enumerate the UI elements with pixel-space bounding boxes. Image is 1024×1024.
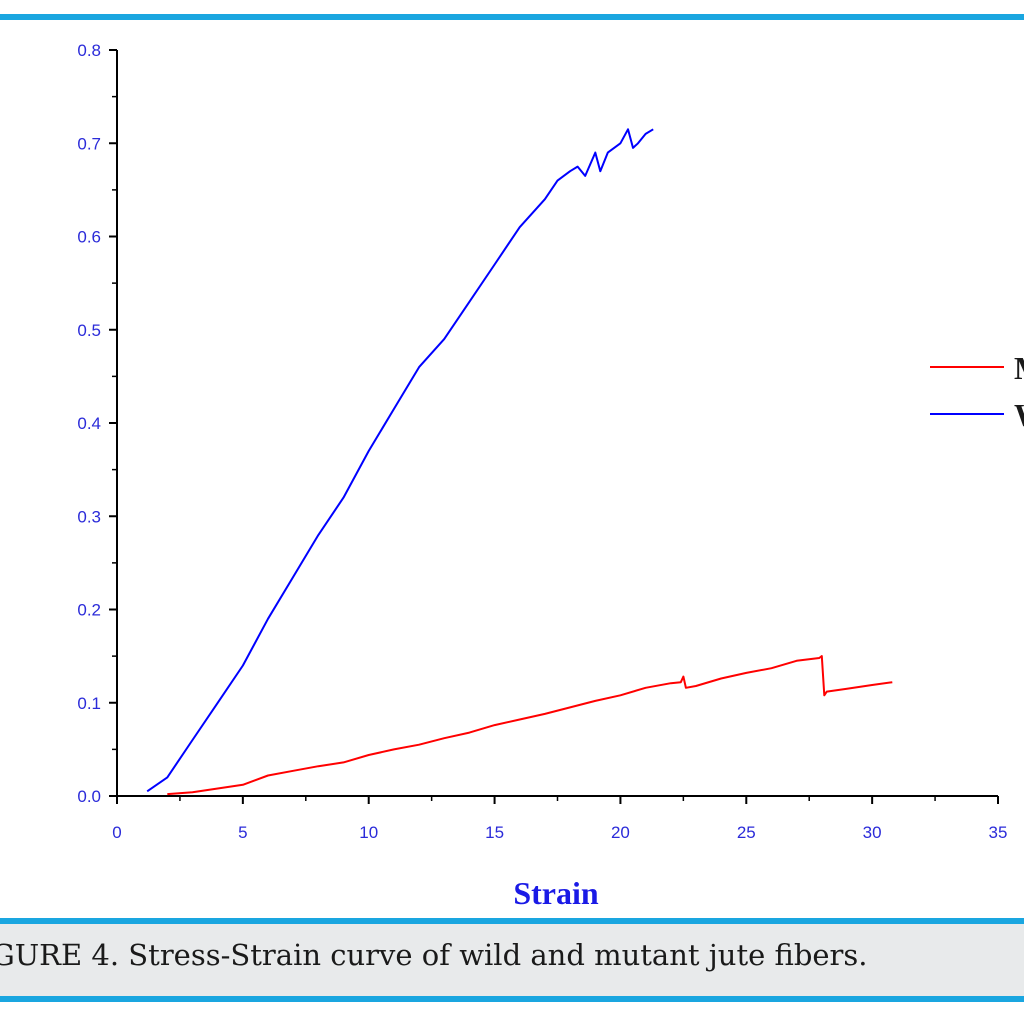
y-tick-label: 0.3 (77, 507, 101, 526)
y-tick-label: 0.2 (77, 601, 101, 620)
x-tick-label: 5 (238, 823, 247, 842)
top-border (0, 14, 1024, 20)
ticks: 0.0 0.1 0.2 0.3 0.4 0.5 0.6 0.7 0.8 0 5 10 15 20 25 30 3… (77, 41, 1007, 842)
x-tick-label: 35 (989, 823, 1008, 842)
chart-area: 0.0 0.1 0.2 0.3 0.4 0.5 0.6 0.7 0.8 0 5 10 15 20 25 30 3… (0, 20, 1024, 920)
axes (116, 50, 998, 797)
x-tick-label: 20 (611, 823, 630, 842)
legend-label-m: M (1014, 350, 1024, 386)
y-tick-label: 0.1 (77, 694, 101, 713)
y-tick-label: 0.7 (77, 134, 101, 153)
x-tick-label: 0 (112, 823, 121, 842)
x-tick-label: 15 (485, 823, 504, 842)
legend: MW (930, 350, 1024, 433)
x-tick-label: 10 (359, 823, 378, 842)
figure-caption: FIGURE 4. Stress-Strain curve of wild an… (0, 938, 868, 972)
x-tick-label: 30 (863, 823, 882, 842)
y-tick-label: 0.6 (77, 228, 101, 247)
y-tick-label: 0.5 (77, 321, 101, 340)
y-tick-label: 0.4 (77, 414, 101, 433)
x-tick-label: 25 (737, 823, 756, 842)
series-layer (146, 128, 893, 796)
x-axis-label: Strain (513, 875, 599, 911)
caption-band: FIGURE 4. Stress-Strain curve of wild an… (0, 918, 1024, 1002)
y-tick-label: 0.8 (77, 41, 101, 60)
stress-strain-chart: 0.0 0.1 0.2 0.3 0.4 0.5 0.6 0.7 0.8 0 5 10 15 20 25 30 3… (77, 41, 1024, 911)
series-line-w (146, 128, 654, 793)
y-tick-label: 0.0 (77, 787, 101, 806)
legend-label-w: W (1014, 397, 1024, 433)
series-line-m (167, 655, 893, 796)
